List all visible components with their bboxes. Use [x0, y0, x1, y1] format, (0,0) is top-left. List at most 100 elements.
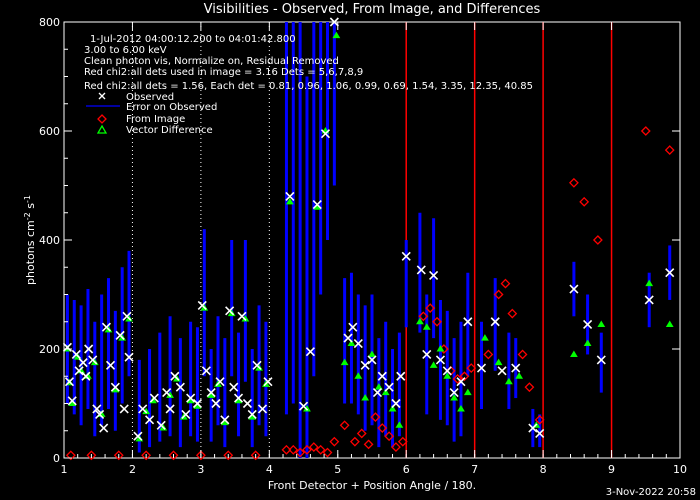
y-axis-label-sup1: -2 [23, 212, 32, 220]
observed-point [95, 409, 105, 419]
from-image-point [295, 447, 306, 458]
observed-point [124, 352, 134, 362]
legend-from-image-symbol [97, 114, 107, 124]
observed-point [233, 393, 244, 403]
x-tick-label: 4 [266, 463, 273, 476]
observed-point [583, 319, 593, 330]
legend-error-label: Error on Observed [126, 102, 217, 113]
observed-point [211, 398, 221, 409]
vector-difference-point [457, 404, 465, 412]
observed-point [257, 404, 268, 414]
from-image-point [579, 196, 590, 207]
vector-difference-point [374, 383, 383, 390]
vector-difference-point [388, 404, 397, 412]
vector-difference-point [443, 372, 452, 379]
from-image-point [65, 450, 76, 461]
observed-point [329, 17, 339, 27]
observed-point [252, 360, 262, 370]
observed-point [490, 317, 500, 327]
observed-point [186, 393, 196, 403]
observed-point [367, 355, 377, 365]
observed-point [156, 420, 166, 430]
from-image-point [534, 414, 545, 425]
from-image-point [329, 436, 340, 447]
from-image-point [517, 349, 528, 360]
vector-difference-point [332, 31, 341, 39]
observed-point [665, 268, 675, 278]
from-image-point [568, 177, 579, 188]
y-tick-label: 600 [39, 125, 60, 138]
observed-point [99, 423, 109, 433]
from-image-point [250, 450, 261, 461]
observed-point [229, 382, 239, 392]
observed-point [348, 322, 358, 332]
x-tick-label: 3 [197, 463, 204, 476]
observed-point [528, 423, 538, 433]
x-tick-label: 6 [403, 463, 410, 476]
from-image-point [452, 374, 463, 384]
y-tick-label: 0 [53, 452, 60, 465]
observed-point [312, 200, 322, 210]
vector-difference-point [436, 345, 445, 352]
from-image-series [65, 126, 675, 461]
from-image-point [425, 303, 436, 314]
x-tick-label: 7 [471, 463, 478, 476]
observed-point [220, 415, 230, 425]
from-image-point [281, 444, 292, 455]
vector-difference-point [381, 388, 390, 396]
observed-point [144, 415, 155, 425]
legend-from-image-label: From Image [126, 114, 185, 125]
y-tick-label: 200 [39, 343, 60, 356]
legend-vector-diff-label: Vector Difference [126, 125, 213, 136]
annotation-method: Clean photon vis, Normalize on, Residual… [84, 56, 339, 67]
observed-point [429, 270, 439, 280]
observed-point [305, 347, 315, 357]
vector-difference-point [597, 320, 606, 327]
vector-difference-point [583, 339, 592, 347]
annotation-time: 1-Jul-2012 04:00:12.200 to 04:01:42.800 [90, 34, 296, 45]
from-image-point [356, 428, 367, 439]
x-axis-ticks: 1 2 3 4 5 6 7 8 9 10 [61, 22, 687, 476]
observed-point [569, 284, 579, 294]
observed-point [115, 330, 125, 340]
vector-difference-point [515, 372, 524, 379]
from-image-point [664, 145, 675, 155]
vector-difference-point [340, 358, 349, 366]
x-tick-label: 2 [129, 463, 136, 476]
observed-point [416, 265, 426, 275]
y-axis-label-main: photons cm [24, 220, 37, 285]
observed-point [396, 371, 406, 381]
from-image-point [592, 235, 603, 245]
vector-difference-point [665, 320, 674, 327]
vector-difference-point [645, 279, 654, 287]
observed-point [78, 358, 88, 368]
observed-series [62, 17, 675, 441]
from-image-point [223, 450, 234, 461]
from-image-point [86, 450, 97, 461]
annotation-chi2-all: Red chi2:all dets = 1.56, Each det = 0.8… [84, 81, 533, 92]
observed-point [320, 129, 331, 139]
observed-point [165, 404, 175, 414]
from-image-point [459, 371, 470, 382]
observed-point [242, 398, 252, 409]
y-axis-label-sup2: -1 [23, 195, 32, 203]
from-image-point [391, 442, 401, 453]
observed-point [215, 377, 225, 387]
observed-point [298, 401, 309, 411]
legend-observed-symbol [98, 92, 106, 100]
observed-point [285, 191, 295, 201]
observed-point [391, 398, 401, 409]
observed-point [170, 371, 180, 381]
from-image-point [288, 444, 299, 455]
from-image-point [640, 126, 651, 136]
observed-point [119, 404, 129, 414]
from-image-point [370, 412, 381, 423]
observed-point [201, 366, 211, 376]
observed-point [84, 344, 94, 354]
observed-point [133, 431, 143, 441]
x-tick-label: 10 [673, 463, 687, 476]
observed-point [162, 388, 172, 398]
observed-point [435, 355, 446, 365]
observed-point [353, 338, 363, 349]
